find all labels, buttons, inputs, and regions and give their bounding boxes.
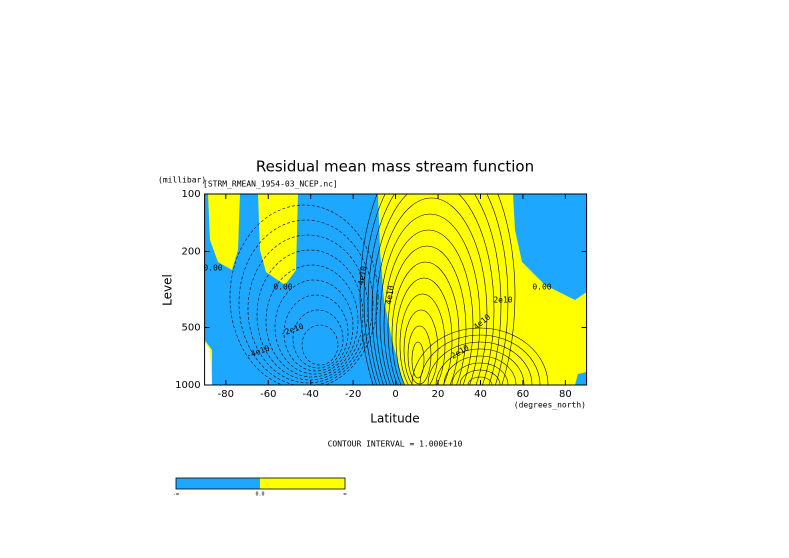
negative-field bbox=[575, 372, 587, 385]
positive-contour bbox=[371, 194, 495, 385]
positive-contour bbox=[407, 325, 432, 385]
y-unit: (millibar) bbox=[158, 176, 206, 185]
negative-contour bbox=[283, 294, 349, 372]
negative-contour bbox=[301, 324, 339, 366]
negative-contour bbox=[292, 309, 344, 369]
positive-contour bbox=[451, 362, 509, 385]
negative-contour bbox=[256, 249, 364, 381]
x-tick-label: -40 bbox=[303, 389, 319, 400]
positive-contour bbox=[363, 194, 509, 385]
x-tick-label: 0 bbox=[392, 389, 398, 400]
positive-contour bbox=[411, 341, 425, 379]
positive-contour bbox=[395, 277, 453, 385]
negative-contour bbox=[229, 204, 379, 385]
negative-contour bbox=[265, 264, 359, 378]
negative-field bbox=[204, 194, 404, 385]
colorbar-negative bbox=[176, 478, 260, 489]
plot-area bbox=[204, 194, 587, 385]
colorbar-positive bbox=[260, 478, 345, 489]
negative-contour bbox=[238, 219, 374, 385]
positive-contour bbox=[411, 327, 549, 385]
contour-label: 0.00 bbox=[203, 264, 222, 273]
y-tick-label: 1000 bbox=[175, 380, 200, 391]
positive-contour bbox=[459, 369, 501, 385]
colorbar-label: 0.0 bbox=[255, 492, 264, 498]
positive-contour bbox=[443, 355, 517, 385]
x-tick-label: 20 bbox=[432, 389, 445, 400]
positive-contour bbox=[359, 194, 516, 385]
positive-contour bbox=[399, 293, 446, 385]
y-tick-label: 200 bbox=[182, 246, 201, 257]
colorbar-label: -∞ bbox=[173, 492, 179, 498]
positive-contour bbox=[379, 213, 481, 385]
contour-label: 0.00 bbox=[532, 283, 551, 292]
positive-contour bbox=[391, 261, 460, 385]
positive-contour bbox=[419, 334, 541, 385]
x-tick-label: -20 bbox=[345, 389, 361, 400]
positive-contour bbox=[367, 194, 502, 385]
y-tick-label: 500 bbox=[182, 323, 201, 334]
contour-label: -4e10 bbox=[355, 265, 368, 290]
x-tick-label: 80 bbox=[559, 389, 572, 400]
footer: CONTOUR INTERVAL = 1.000E+10 bbox=[328, 440, 463, 449]
y-axis-label: Level bbox=[161, 274, 175, 306]
y-tick-label: 100 bbox=[182, 189, 201, 200]
positive-contour bbox=[387, 245, 467, 385]
negative-contour bbox=[274, 279, 354, 375]
positive-contour bbox=[383, 229, 474, 385]
positive-contour bbox=[467, 376, 493, 385]
contour-label: 0.00 bbox=[273, 283, 292, 292]
positive-contour bbox=[435, 348, 525, 385]
chart-title: Residual mean mass stream function bbox=[256, 158, 534, 176]
contour-label: 2e10 bbox=[493, 296, 512, 305]
missing bbox=[204, 342, 212, 385]
colorbar-label: ∞ bbox=[343, 492, 346, 498]
positive-contour bbox=[427, 341, 533, 385]
positive-contour bbox=[403, 309, 439, 385]
subtitle: [STRM_RMEAN_1954-03_NCEP.nc] bbox=[203, 180, 338, 189]
negative-field bbox=[513, 194, 587, 300]
colorbar-frame bbox=[175, 477, 346, 490]
x-tick-label: 60 bbox=[517, 389, 530, 400]
x-tick-label: -60 bbox=[260, 389, 276, 400]
positive-contour bbox=[375, 197, 488, 385]
x-tick-label: -80 bbox=[218, 389, 234, 400]
x-tick-label: 40 bbox=[474, 389, 487, 400]
x-axis-label: Latitude bbox=[370, 412, 419, 426]
x-unit: (degrees_north) bbox=[514, 401, 586, 410]
contour-label: 4e10 bbox=[384, 285, 396, 306]
